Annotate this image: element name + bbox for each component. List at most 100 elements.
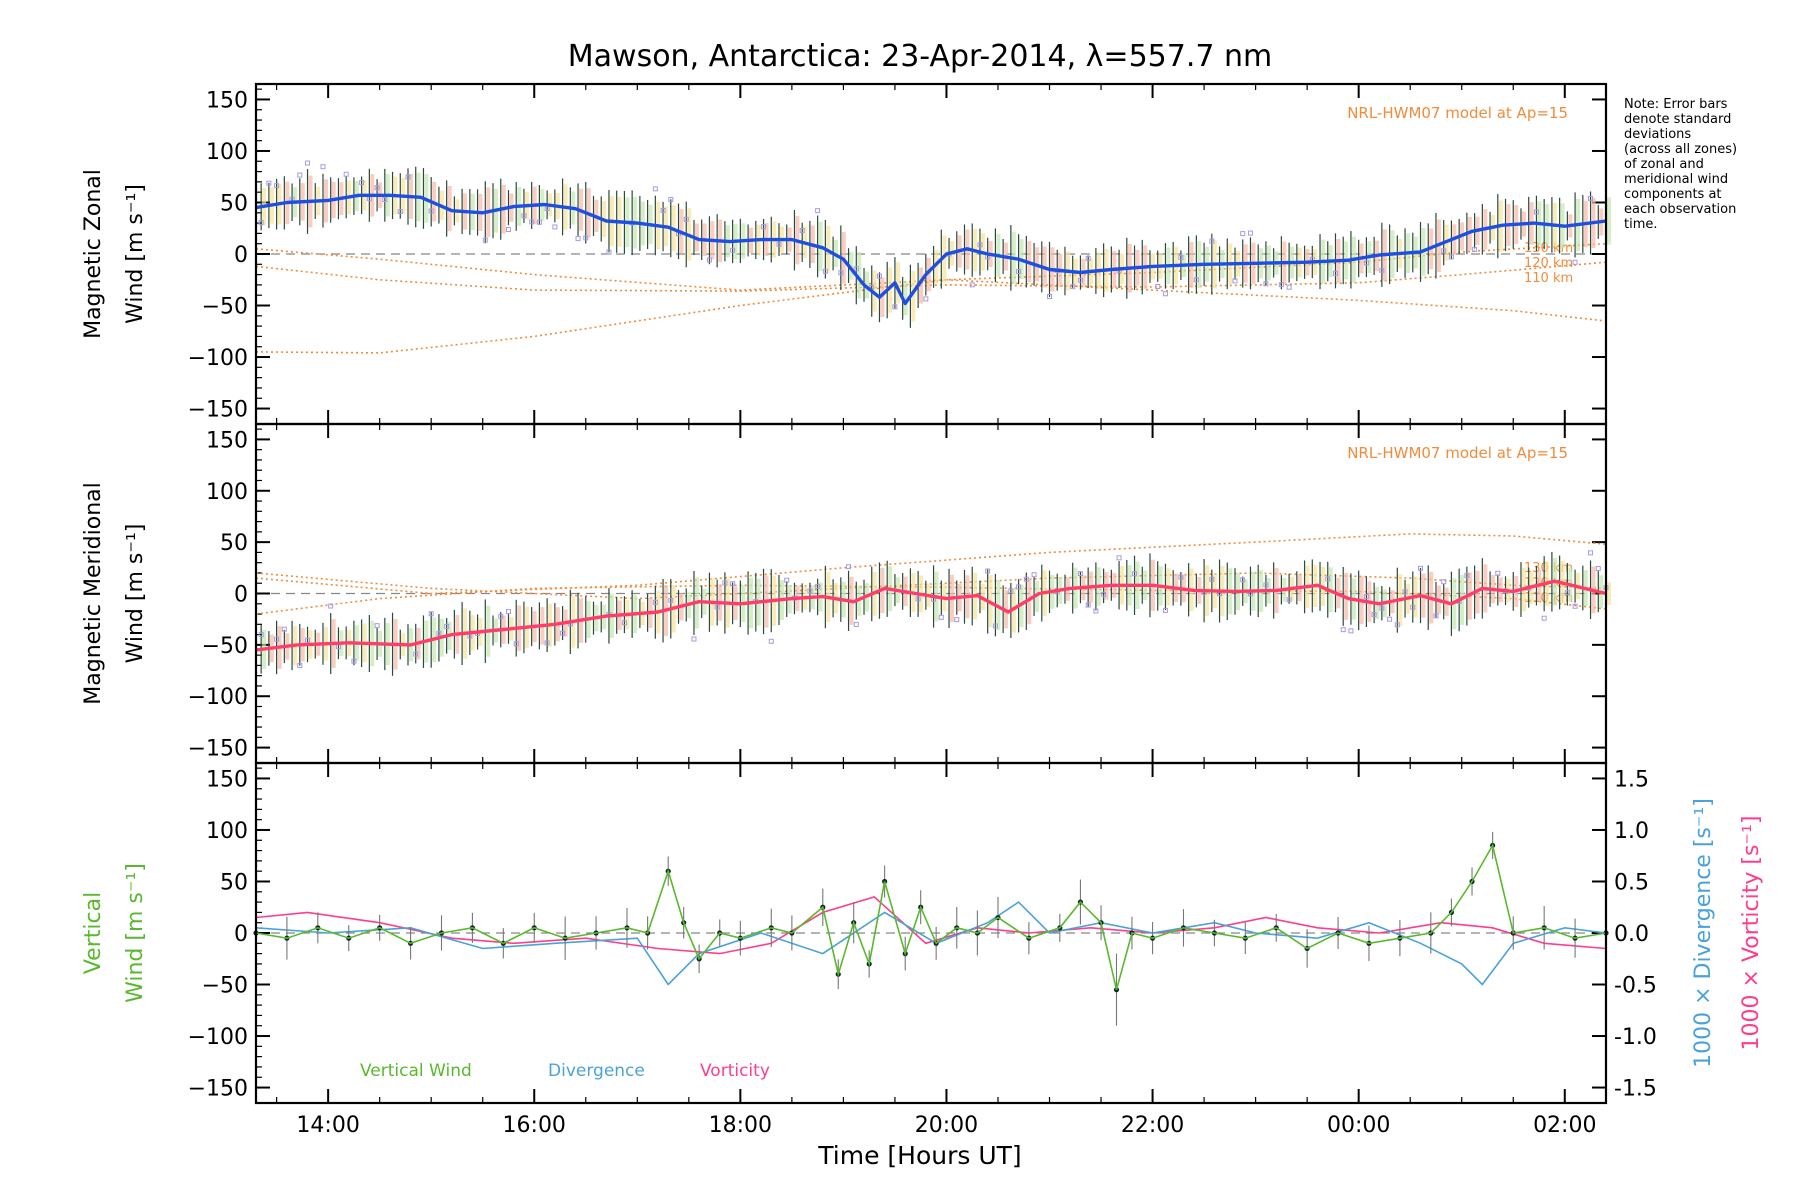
zone-sample	[1387, 616, 1393, 622]
zone-sample	[1348, 628, 1354, 634]
zone-sample	[1247, 230, 1253, 236]
zone-sample	[815, 208, 821, 214]
y-axis-label-line1: Magnetic Meridional	[81, 482, 106, 704]
zone-sample	[853, 621, 859, 627]
zone-sample	[374, 623, 380, 629]
zone-sample	[977, 242, 983, 248]
zone-sample	[1085, 602, 1091, 608]
y-axis-label-line2: Wind [m s⁻¹]	[123, 524, 148, 664]
error-bars	[258, 550, 1611, 676]
zone-sample	[815, 583, 821, 589]
note-line: time.	[1624, 217, 1658, 232]
zone-sample	[1085, 255, 1091, 261]
y-tick-label: −150	[188, 398, 248, 423]
zone-sample	[1572, 259, 1578, 265]
x-tick-label: 00:00	[1327, 1113, 1390, 1138]
wind-curve-zonal	[255, 193, 1607, 306]
x-axis-label: Time [Hours UT]	[817, 1141, 1021, 1170]
zone-sample	[1263, 582, 1269, 588]
zone-sample	[1588, 195, 1594, 201]
zone-sample	[1178, 255, 1184, 261]
vertical-wind-curve	[255, 843, 1607, 990]
zone-sample	[1178, 574, 1184, 580]
zone-sample	[1433, 613, 1439, 619]
right-y-tick-label: 0.0	[1614, 922, 1649, 947]
x-tick-label: 02:00	[1533, 1113, 1596, 1138]
model-curve-120-km	[255, 261, 1607, 292]
y-tick-label: 150	[206, 88, 248, 113]
zone-sample	[1472, 246, 1478, 252]
y-tick-label: −50	[202, 295, 248, 320]
zone-sample	[1263, 281, 1269, 287]
y-tick-label: −150	[188, 737, 248, 762]
zone-sample	[258, 632, 264, 638]
zone-sample	[1162, 291, 1168, 297]
zone-sample	[1116, 555, 1122, 561]
x-tick-label: 18:00	[709, 1113, 772, 1138]
zone-sample	[552, 224, 558, 230]
chart-panels: 150 100 50 0 −50 −100 −150 Magnetic Zonal Wind […	[81, 82, 1764, 1138]
y-tick-label: 50	[220, 531, 248, 556]
zone-sample	[1093, 608, 1099, 614]
zone-sample	[1240, 231, 1246, 237]
zone-sample	[730, 247, 736, 253]
y-axis-label-line2: Wind [m s⁻¹]	[123, 863, 148, 1003]
zone-sample	[938, 614, 944, 620]
note-line: each observation	[1624, 202, 1736, 217]
model-curve-130-km	[255, 533, 1607, 595]
zone-sample	[1077, 571, 1083, 577]
zone-sample	[1448, 254, 1454, 260]
y-tick-label: 50	[220, 870, 248, 895]
zone-sample	[1379, 605, 1385, 611]
zone-sample	[1441, 579, 1447, 585]
zone-sample	[1286, 284, 1292, 290]
zone-sample	[776, 241, 782, 247]
right-axis-label-divergence: 1000 × Divergence [s⁻¹]	[1691, 798, 1716, 1068]
zone-sample	[714, 604, 720, 610]
zone-sample	[274, 183, 280, 189]
model-height-label: 110 km	[1524, 271, 1573, 286]
y-tick-label: 0	[234, 243, 248, 268]
zone-sample	[1101, 591, 1107, 597]
zone-sample	[1595, 565, 1601, 571]
zone-sample	[915, 596, 921, 602]
zone-sample	[1441, 248, 1447, 254]
y-tick-label: −100	[188, 685, 248, 710]
zone-sample	[969, 282, 975, 288]
zone-sample	[1332, 270, 1338, 276]
zone-sample	[1588, 550, 1594, 556]
zone-sample	[1533, 209, 1539, 215]
zone-sample	[1240, 577, 1246, 583]
y-tick-label: 100	[206, 480, 248, 505]
zone-sample	[359, 180, 365, 186]
zone-sample	[1209, 238, 1215, 244]
zone-sample	[305, 160, 311, 166]
zone-sample	[992, 623, 998, 629]
y-tick-label: −50	[202, 974, 248, 999]
zone-sample	[513, 641, 519, 647]
y-tick-label: 100	[206, 140, 248, 165]
zone-sample	[560, 630, 566, 636]
y-tick-label: −100	[188, 1025, 248, 1050]
zone-sample	[1031, 572, 1037, 578]
zone-sample	[575, 236, 581, 242]
zone-sample	[652, 599, 658, 605]
y-tick-label: 100	[206, 819, 248, 844]
zone-sample	[1379, 267, 1385, 273]
legend-vertical-wind: Vertical Wind	[360, 1061, 472, 1081]
x-tick-label: 22:00	[1121, 1113, 1184, 1138]
zone-sample	[305, 637, 311, 643]
zone-sample	[529, 219, 535, 225]
zone-sample	[297, 663, 303, 669]
zone-sample	[722, 580, 728, 586]
zone-sample	[536, 219, 542, 225]
zone-sample	[1464, 572, 1470, 578]
zone-sample	[1077, 277, 1083, 283]
zone-sample	[683, 216, 689, 222]
note-line: meridional wind	[1624, 172, 1728, 187]
model-curve-130-km	[255, 242, 1607, 291]
zone-sample	[1340, 627, 1346, 633]
zone-sample	[521, 213, 527, 219]
zone-sample	[606, 249, 612, 255]
